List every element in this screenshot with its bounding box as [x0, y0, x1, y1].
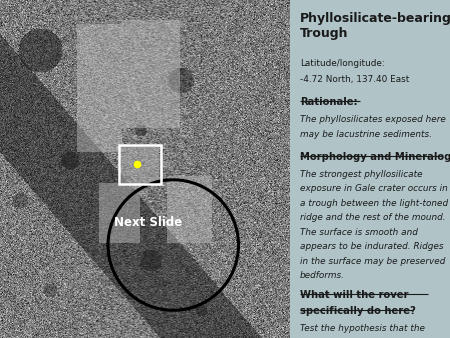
Text: Morphology and Mineralogy:: Morphology and Mineralogy: [300, 152, 450, 162]
Text: in the surface may be preserved: in the surface may be preserved [300, 257, 446, 266]
Text: Test the hypothesis that the: Test the hypothesis that the [300, 324, 425, 333]
Bar [121, 146, 159, 183]
Text: specifically do here?: specifically do here? [300, 306, 416, 316]
Text: The surface is smooth and: The surface is smooth and [300, 228, 418, 237]
Text: The phyllosilicates exposed here: The phyllosilicates exposed here [300, 115, 446, 124]
Text: exposure in Gale crater occurs in: exposure in Gale crater occurs in [300, 184, 448, 193]
Text: Next Slide: Next Slide [114, 216, 183, 229]
Text: Latitude/longitude:: Latitude/longitude: [300, 59, 385, 68]
Bar [122, 20, 180, 128]
Bar [290, 0, 450, 338]
Bar [119, 145, 161, 184]
Bar [99, 183, 140, 243]
Text: What will the rover: What will the rover [300, 290, 409, 300]
Text: may be lacustrine sediments.: may be lacustrine sediments. [300, 130, 432, 140]
Text: Phyllosilicate-bearing
Trough: Phyllosilicate-bearing Trough [300, 12, 450, 40]
Text: ridge and the rest of the mound.: ridge and the rest of the mound. [300, 213, 446, 222]
Text: -4.72 North, 137.40 East: -4.72 North, 137.40 East [300, 75, 410, 84]
Text: Rationale:: Rationale: [300, 97, 358, 107]
Text: bedforms.: bedforms. [300, 271, 345, 281]
Text: a trough between the light-toned: a trough between the light-toned [300, 199, 448, 208]
Bar [76, 24, 122, 152]
Bar [166, 176, 212, 243]
Text: appears to be indurated. Ridges: appears to be indurated. Ridges [300, 242, 444, 251]
Text: The strongest phyllosilicate: The strongest phyllosilicate [300, 170, 423, 179]
